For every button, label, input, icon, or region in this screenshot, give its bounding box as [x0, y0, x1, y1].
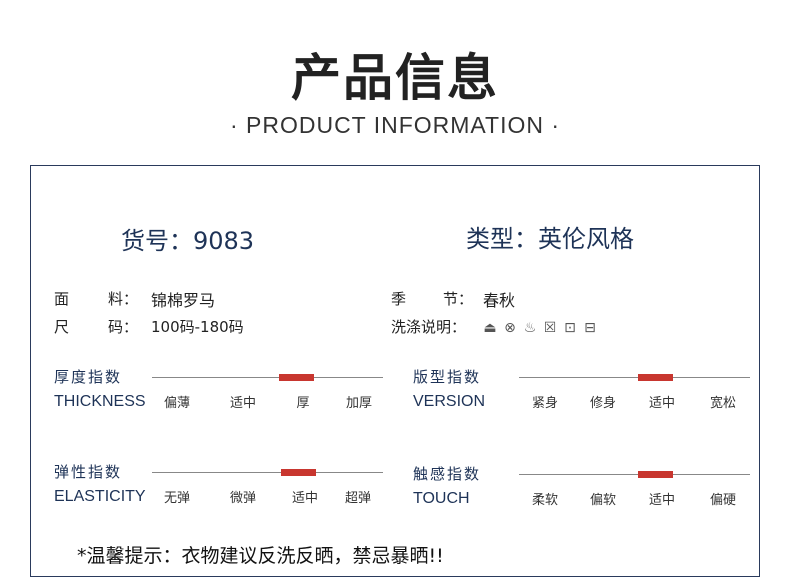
- index-option: 厚: [296, 396, 310, 411]
- index-track: [152, 377, 383, 378]
- index-track: [519, 474, 750, 475]
- index-track: [152, 472, 383, 473]
- care-tip: *温馨提示：衣物建议反洗反晒，禁忌暴晒!!: [77, 545, 444, 567]
- style-type: 类型：英伦风格: [466, 225, 634, 253]
- size-label-suffix: 码：: [108, 318, 139, 336]
- tumble-dry-icon: ⊡: [564, 320, 576, 336]
- index-option: 宽松: [709, 396, 737, 411]
- index-title-cn: 厚度指数: [54, 368, 123, 386]
- size-label: 尺: [54, 318, 70, 336]
- wash-label: 洗涤说明：: [391, 318, 467, 336]
- fabric-label-suffix: 料：: [108, 290, 139, 308]
- season-value: 春秋: [483, 291, 516, 310]
- index-title-en: THICKNESS: [54, 393, 146, 410]
- size-value: 100码-180码: [151, 318, 244, 336]
- line-dry-icon: ⊟: [584, 320, 596, 336]
- season-label-suffix: 节：: [443, 290, 474, 308]
- index-level-marker: [279, 374, 314, 381]
- season-label: 季: [391, 290, 407, 308]
- index-title-cn: 触感指数: [413, 465, 482, 483]
- index-option: 修身: [589, 396, 617, 411]
- index-option: 加厚: [345, 396, 373, 411]
- index-option: 微弹: [229, 491, 257, 506]
- index-option: 偏软: [589, 493, 617, 508]
- iron-icon: ⏏: [483, 320, 497, 336]
- info-panel: [30, 165, 760, 577]
- index-level-marker: [281, 469, 316, 476]
- index-title-cn: 版型指数: [413, 368, 482, 386]
- fabric-value: 锦棉罗马: [151, 291, 216, 310]
- no-bleach-icon: ⊗: [504, 320, 516, 336]
- index-option: 适中: [291, 491, 319, 506]
- wash-icons: ⏏ ⊗ ♨ ☒ ⊡ ⊟: [482, 317, 602, 336]
- index-option: 适中: [648, 396, 676, 411]
- index-level-marker: [638, 374, 673, 381]
- index-track: [519, 377, 750, 378]
- index-title-en: VERSION: [413, 393, 486, 410]
- index-option: 偏薄: [163, 396, 191, 411]
- hand-wash-icon: ♨: [523, 320, 537, 336]
- page-title: 产品信息: [291, 49, 499, 107]
- index-option: 适中: [648, 493, 676, 508]
- no-dry-clean-icon: ☒: [543, 320, 557, 336]
- index-option: 偏硬: [709, 493, 737, 508]
- item-number: 货号：9083: [121, 227, 255, 255]
- index-option: 适中: [229, 396, 257, 411]
- index-level-marker: [638, 471, 673, 478]
- index-title-en: TOUCH: [413, 490, 470, 507]
- index-title-en: ELASTICITY: [54, 488, 146, 505]
- index-title-cn: 弹性指数: [54, 463, 123, 481]
- index-option: 紧身: [531, 396, 559, 411]
- page-subtitle: · PRODUCT INFORMATION ·: [229, 112, 561, 138]
- index-option: 超弹: [344, 491, 372, 506]
- fabric-label: 面: [54, 290, 70, 308]
- index-option: 柔软: [531, 493, 559, 508]
- index-option: 无弹: [163, 491, 191, 506]
